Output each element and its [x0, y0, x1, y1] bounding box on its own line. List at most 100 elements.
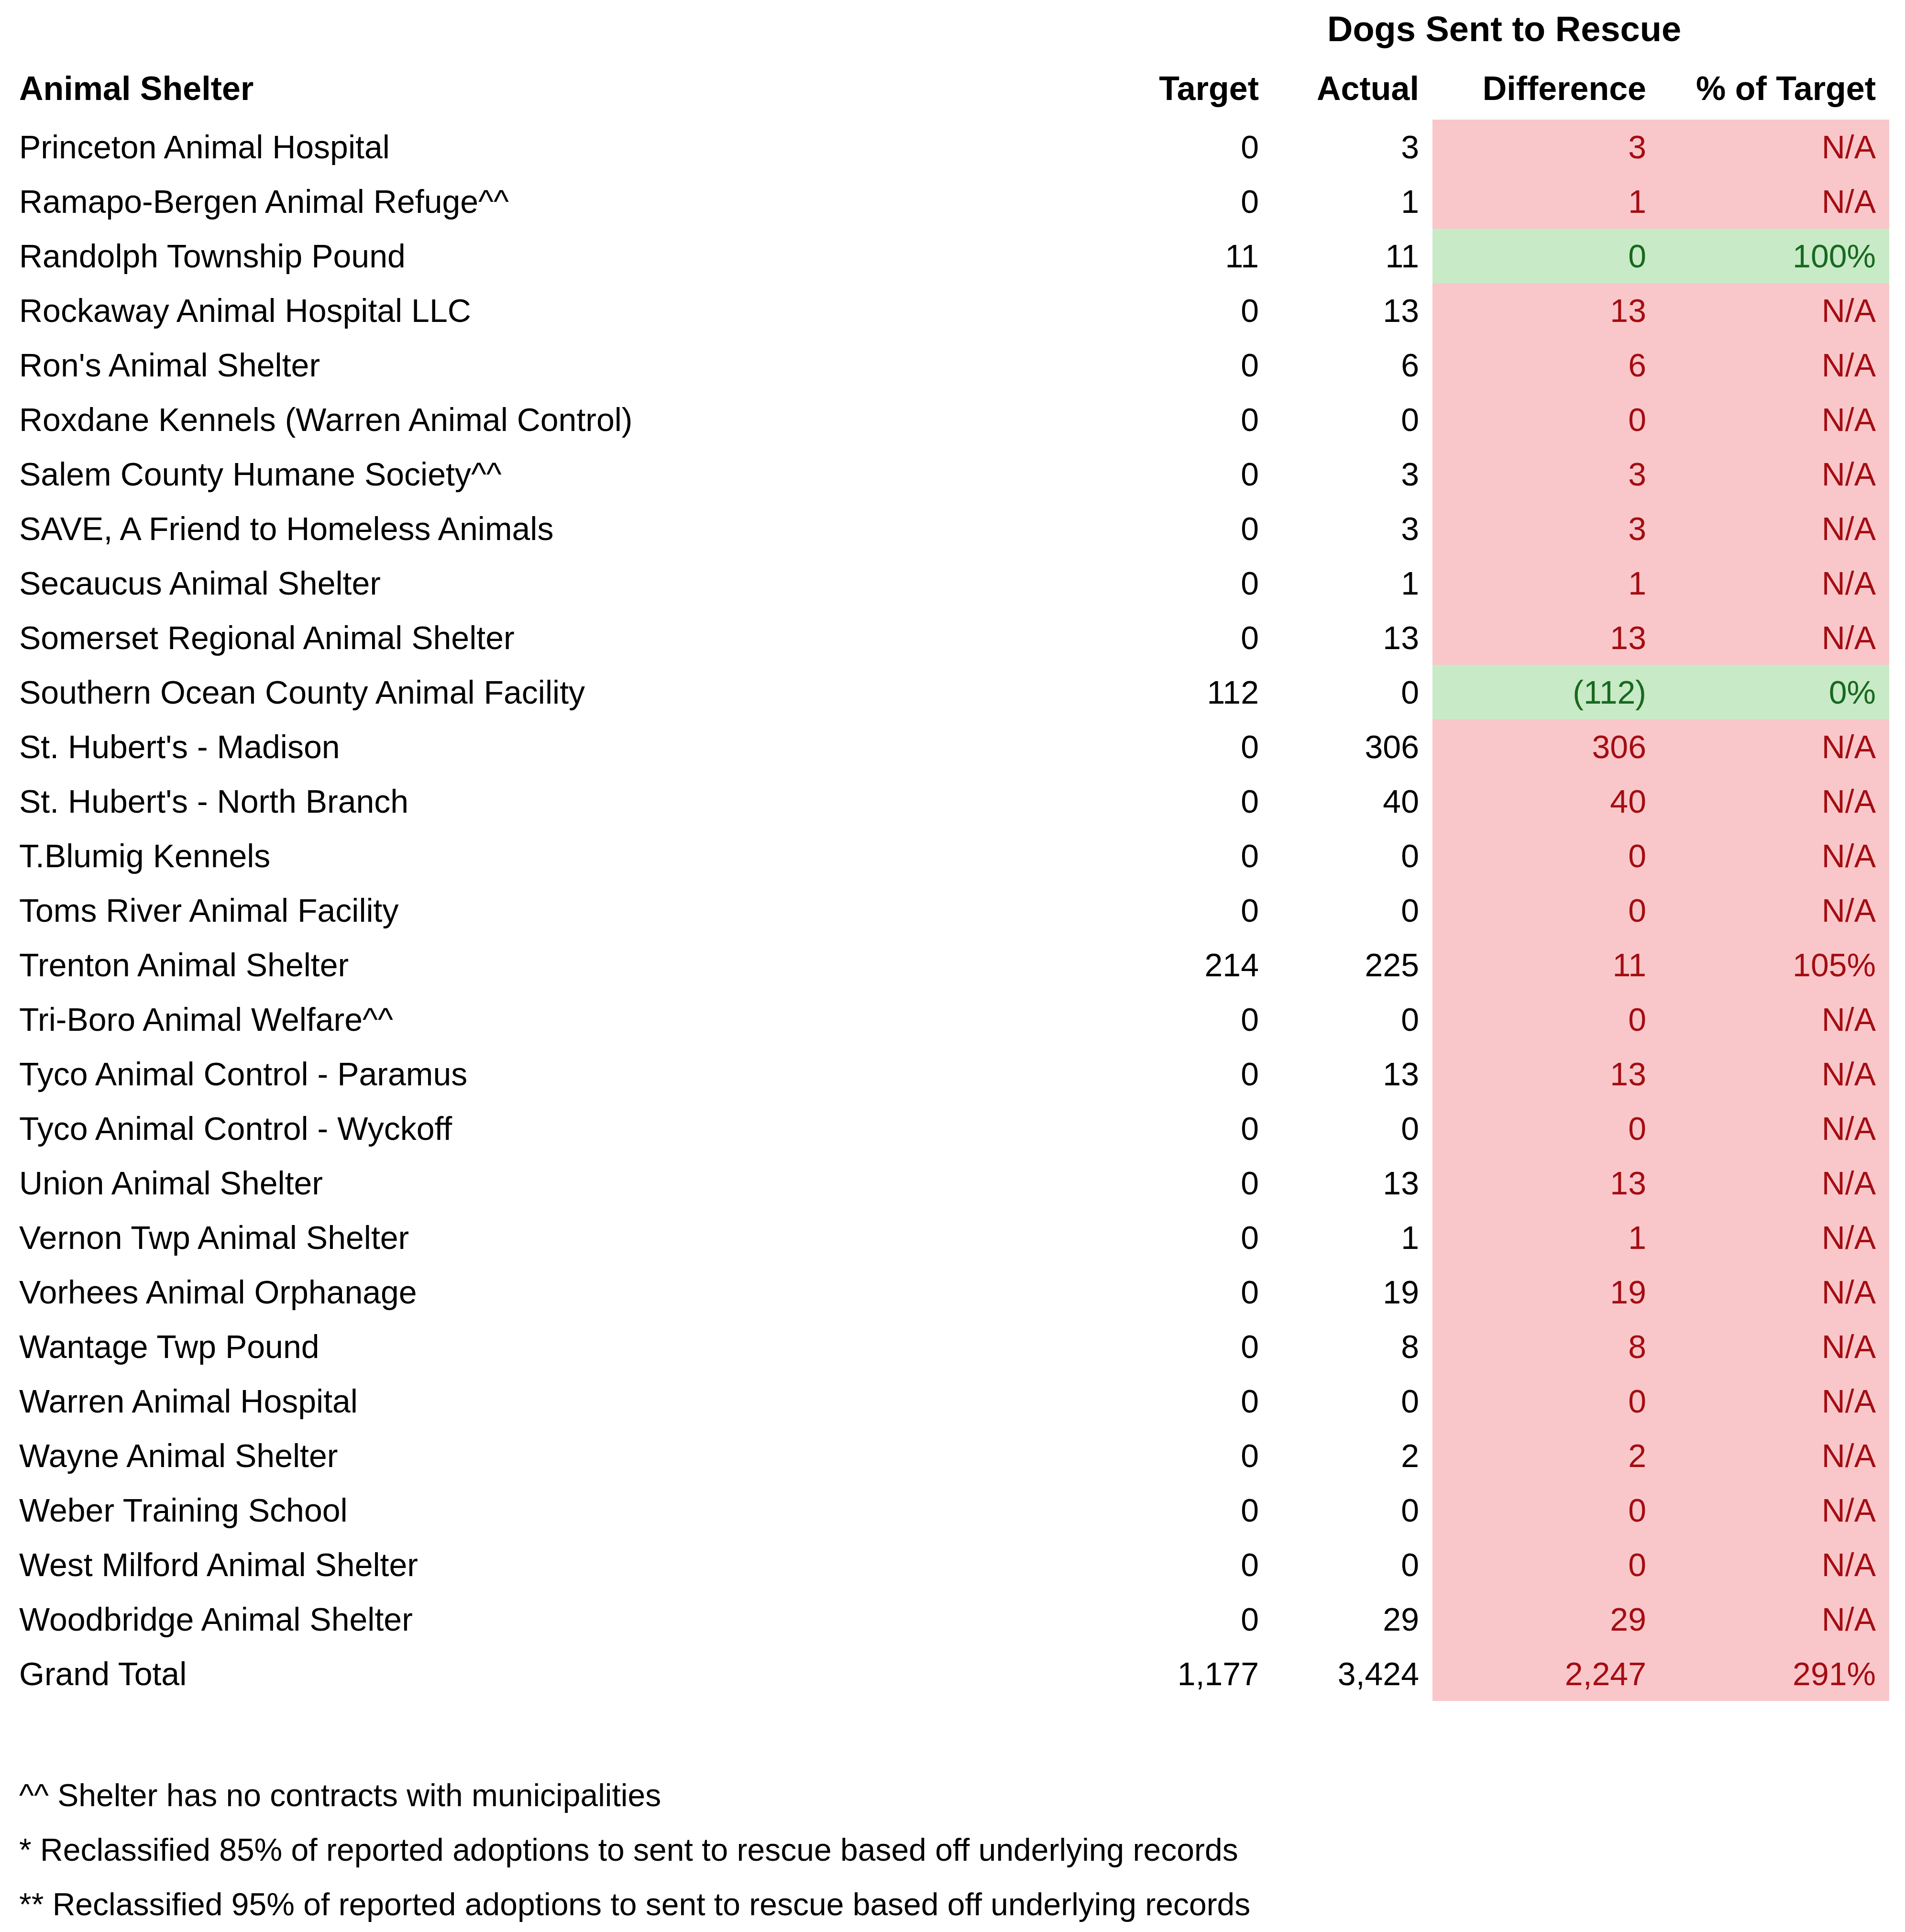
pct-of-target-cell: N/A	[1660, 774, 1889, 828]
target-cell: 1,177	[1119, 1646, 1272, 1701]
difference-cell: 13	[1432, 610, 1660, 665]
table-row: Somerset Regional Animal Shelter01313N/A	[0, 610, 1889, 665]
shelter-name-cell: T.Blumig Kennels	[0, 828, 1119, 883]
pct-of-target-cell: N/A	[1660, 1101, 1889, 1156]
target-cell: 0	[1119, 828, 1272, 883]
table-row: Rockaway Animal Hospital LLC01313N/A	[0, 283, 1889, 338]
pct-of-target-cell: N/A	[1660, 1537, 1889, 1592]
difference-cell: 1	[1432, 1210, 1660, 1265]
difference-cell: 29	[1432, 1592, 1660, 1646]
pct-of-target-cell: N/A	[1660, 556, 1889, 610]
actual-cell: 306	[1272, 719, 1432, 774]
target-cell: 112	[1119, 665, 1272, 719]
difference-cell: 2,247	[1432, 1646, 1660, 1701]
actual-cell: 3	[1272, 501, 1432, 556]
difference-cell: 13	[1432, 1047, 1660, 1101]
table-row: Ramapo-Bergen Animal Refuge^^011N/A	[0, 174, 1889, 229]
target-cell: 214	[1119, 938, 1272, 992]
target-cell: 0	[1119, 556, 1272, 610]
pct-of-target-cell: N/A	[1660, 1483, 1889, 1537]
shelter-name-cell: Ramapo-Bergen Animal Refuge^^	[0, 174, 1119, 229]
shelter-name-cell: Rockaway Animal Hospital LLC	[0, 283, 1119, 338]
table-row: Roxdane Kennels (Warren Animal Control)0…	[0, 392, 1889, 447]
target-cell: 0	[1119, 283, 1272, 338]
target-cell: 0	[1119, 1592, 1272, 1646]
target-cell: 0	[1119, 1210, 1272, 1265]
actual-cell: 11	[1272, 229, 1432, 283]
difference-cell: 0	[1432, 992, 1660, 1047]
table-row: Tyco Animal Control - Paramus01313N/A	[0, 1047, 1889, 1101]
actual-cell: 1	[1272, 556, 1432, 610]
difference-cell: 1	[1432, 556, 1660, 610]
actual-cell: 0	[1272, 828, 1432, 883]
actual-cell: 3,424	[1272, 1646, 1432, 1701]
shelter-name-cell: Weber Training School	[0, 1483, 1119, 1537]
column-header-target: Target	[1119, 57, 1272, 120]
table-row: Union Animal Shelter01313N/A	[0, 1156, 1889, 1210]
table-row: Grand Total1,1773,4242,247291%	[0, 1646, 1889, 1701]
pct-of-target-cell: N/A	[1660, 1210, 1889, 1265]
shelter-name-cell: Princeton Animal Hospital	[0, 120, 1119, 174]
pct-of-target-cell: N/A	[1660, 501, 1889, 556]
target-cell: 0	[1119, 447, 1272, 501]
actual-cell: 225	[1272, 938, 1432, 992]
difference-cell: 11	[1432, 938, 1660, 992]
actual-cell: 40	[1272, 774, 1432, 828]
shelter-name-cell: Tyco Animal Control - Paramus	[0, 1047, 1119, 1101]
difference-cell: 306	[1432, 719, 1660, 774]
actual-cell: 2	[1272, 1428, 1432, 1483]
difference-cell: 3	[1432, 120, 1660, 174]
footnote-reclassified-95: ** Reclassified 95% of reported adoption…	[19, 1877, 1905, 1932]
difference-cell: 13	[1432, 283, 1660, 338]
target-cell: 0	[1119, 1265, 1272, 1319]
target-cell: 0	[1119, 174, 1272, 229]
target-cell: 0	[1119, 1319, 1272, 1374]
table-row: Princeton Animal Hospital033N/A	[0, 120, 1889, 174]
shelter-name-cell: Woodbridge Animal Shelter	[0, 1592, 1119, 1646]
shelter-name-cell: Tri-Boro Animal Welfare^^	[0, 992, 1119, 1047]
shelter-name-cell: Vorhees Animal Orphanage	[0, 1265, 1119, 1319]
pct-of-target-cell: N/A	[1660, 1156, 1889, 1210]
pct-of-target-cell: N/A	[1660, 828, 1889, 883]
difference-cell: 0	[1432, 1101, 1660, 1156]
target-cell: 0	[1119, 719, 1272, 774]
difference-cell: 3	[1432, 447, 1660, 501]
shelter-name-cell: Ron's Animal Shelter	[0, 338, 1119, 392]
actual-cell: 0	[1272, 1537, 1432, 1592]
actual-cell: 0	[1272, 1101, 1432, 1156]
actual-cell: 1	[1272, 1210, 1432, 1265]
pct-of-target-cell: N/A	[1660, 392, 1889, 447]
target-cell: 0	[1119, 1101, 1272, 1156]
target-cell: 0	[1119, 1537, 1272, 1592]
spacer-cell	[0, 0, 1119, 57]
target-cell: 0	[1119, 1483, 1272, 1537]
actual-cell: 19	[1272, 1265, 1432, 1319]
shelter-name-cell: Somerset Regional Animal Shelter	[0, 610, 1119, 665]
shelter-name-cell: Southern Ocean County Animal Facility	[0, 665, 1119, 719]
pct-of-target-cell: 0%	[1660, 665, 1889, 719]
pct-of-target-cell: 100%	[1660, 229, 1889, 283]
pct-of-target-cell: N/A	[1660, 883, 1889, 938]
target-cell: 0	[1119, 1156, 1272, 1210]
actual-cell: 0	[1272, 1483, 1432, 1537]
rescue-report-table: Dogs Sent to Rescue Animal Shelter Targe…	[0, 0, 1889, 1701]
difference-cell: 1	[1432, 174, 1660, 229]
pct-of-target-cell: N/A	[1660, 1047, 1889, 1101]
difference-cell: 0	[1432, 828, 1660, 883]
pct-of-target-cell: N/A	[1660, 1319, 1889, 1374]
difference-cell: 0	[1432, 1374, 1660, 1428]
target-cell: 0	[1119, 1047, 1272, 1101]
pct-of-target-cell: 105%	[1660, 938, 1889, 992]
shelter-name-cell: Union Animal Shelter	[0, 1156, 1119, 1210]
difference-cell: 2	[1432, 1428, 1660, 1483]
table-row: Salem County Humane Society^^033N/A	[0, 447, 1889, 501]
target-cell: 0	[1119, 1374, 1272, 1428]
difference-cell: 13	[1432, 1156, 1660, 1210]
shelter-name-cell: Randolph Township Pound	[0, 229, 1119, 283]
target-cell: 0	[1119, 992, 1272, 1047]
table-row: Ron's Animal Shelter066N/A	[0, 338, 1889, 392]
shelter-name-cell: St. Hubert's - Madison	[0, 719, 1119, 774]
shelter-name-cell: Roxdane Kennels (Warren Animal Control)	[0, 392, 1119, 447]
column-header-shelter: Animal Shelter	[0, 57, 1119, 120]
table-row: Secaucus Animal Shelter011N/A	[0, 556, 1889, 610]
